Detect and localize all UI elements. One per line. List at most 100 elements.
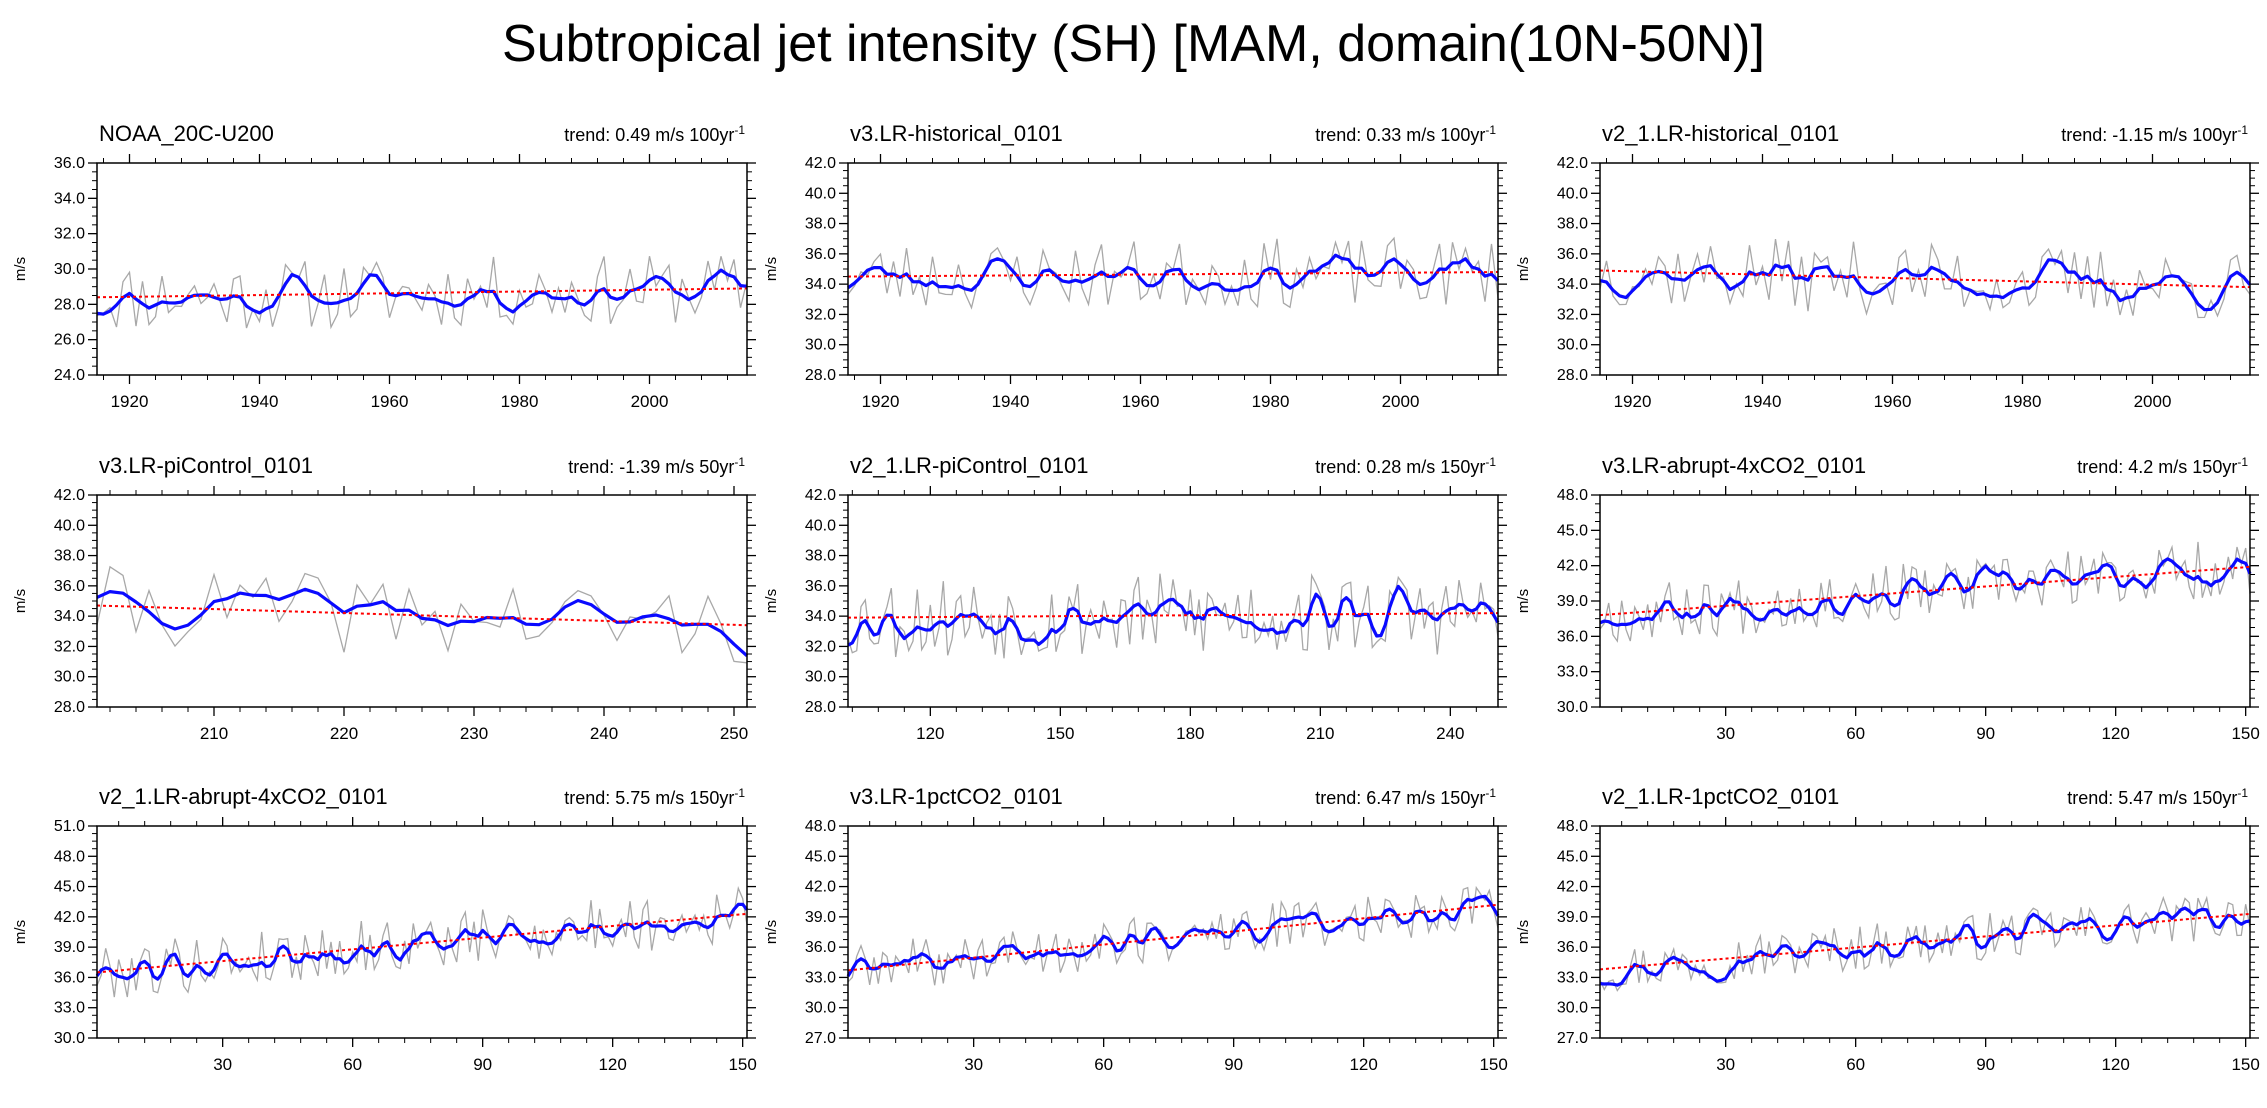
trend-text: trend: 6.47 m/s 150yr xyxy=(1315,788,1485,808)
smoothed-series-line xyxy=(847,253,1500,293)
raw-series-line xyxy=(847,885,1499,986)
plot-frame xyxy=(1599,494,2251,708)
y-tick-label: 42.0 xyxy=(805,155,836,172)
y-tick-label: 34.0 xyxy=(1557,276,1588,293)
y-tick-label: 27.0 xyxy=(805,1030,836,1047)
x-tick-label: 2000 xyxy=(2134,392,2172,411)
y-tick-label: 28.0 xyxy=(805,699,836,716)
trend-label: trend: 0.28 m/s 150yr-1 xyxy=(1315,455,1496,477)
y-tick-label: 42.0 xyxy=(54,487,85,504)
subplot-1: NOAA_20C-U200 trend: 0.49 m/s 100yr-1 m/s 2… xyxy=(12,121,756,411)
y-tick-label: 30.0 xyxy=(54,1030,85,1047)
raw-series-line xyxy=(96,256,748,330)
y-axis-label: m/s xyxy=(763,589,780,613)
y-tick-label: 32.0 xyxy=(54,638,85,655)
x-tick-label: 180 xyxy=(1176,724,1204,743)
y-tick-label: 36.0 xyxy=(1557,939,1588,956)
trend-exponent: -1 xyxy=(1485,455,1496,469)
x-tick-label: 90 xyxy=(1224,1055,1243,1074)
trend-exponent: -1 xyxy=(734,786,745,800)
y-tick-label: 30.0 xyxy=(1557,1000,1588,1017)
trend-label: trend: -1.39 m/s 50yr-1 xyxy=(568,455,745,477)
y-tick-label: 39.0 xyxy=(1557,593,1588,610)
subplot-6: v3.LR-abrupt-4xCO2_0101 trend: 4.2 m/s 15… xyxy=(1515,453,2260,743)
y-tick-label: 34.0 xyxy=(54,608,85,625)
x-tick-label: 1960 xyxy=(371,392,409,411)
trend-label: trend: -1.15 m/s 100yr-1 xyxy=(2061,123,2248,145)
x-tick-label: 120 xyxy=(916,724,944,743)
y-tick-label: 42.0 xyxy=(1557,155,1588,172)
trend-line xyxy=(847,903,1499,972)
subplot-9: v2_1.LR-1pctCO2_0101 trend: 5.47 m/s 150y… xyxy=(1515,784,2260,1074)
y-tick-label: 40.0 xyxy=(1557,185,1588,202)
y-tick-label: 26.0 xyxy=(54,332,85,349)
y-axis-label: m/s xyxy=(1515,589,1532,613)
y-tick-label: 30.0 xyxy=(1557,699,1588,716)
subplot-title: v3.LR-abrupt-4xCO2_0101 xyxy=(1602,453,1866,478)
x-tick-label: 250 xyxy=(720,724,748,743)
y-tick-label: 36.0 xyxy=(1557,246,1588,263)
trend-text: trend: 5.75 m/s 150yr xyxy=(564,788,734,808)
x-tick-label: 210 xyxy=(1306,724,1334,743)
raw-series-line xyxy=(1599,895,2251,992)
plot-frame xyxy=(847,825,1499,1039)
figure-title: Subtropical jet intensity (SH) [MAM, dom… xyxy=(502,15,1765,73)
subplot-title: v3.LR-1pctCO2_0101 xyxy=(850,784,1063,809)
y-tick-label: 30.0 xyxy=(54,261,85,278)
x-tick-label: 240 xyxy=(1436,724,1464,743)
y-tick-label: 38.0 xyxy=(805,548,836,565)
y-tick-label: 30.0 xyxy=(1557,337,1588,354)
trend-text: trend: 0.28 m/s 150yr xyxy=(1315,457,1485,477)
y-tick-label: 34.0 xyxy=(805,276,836,293)
raw-series-line xyxy=(847,572,1499,659)
y-tick-label: 45.0 xyxy=(1557,848,1588,865)
trend-exponent: -1 xyxy=(2237,455,2248,469)
subplot-title: v2_1.LR-historical_0101 xyxy=(1602,121,1839,146)
x-tick-label: 60 xyxy=(1846,1055,1865,1074)
subplot-3: v2_1.LR-historical_0101 trend: -1.15 m/s … xyxy=(1515,121,2259,411)
trend-label: trend: 5.47 m/s 150yr-1 xyxy=(2067,786,2248,808)
x-tick-label: 220 xyxy=(330,724,358,743)
y-tick-label: 36.0 xyxy=(805,246,836,263)
x-tick-label: 1980 xyxy=(501,392,539,411)
smoothed-series-line xyxy=(95,902,749,981)
plot-frame xyxy=(1599,162,2251,376)
y-tick-label: 32.0 xyxy=(805,638,836,655)
subplot-title: v2_1.LR-piControl_0101 xyxy=(850,453,1089,478)
y-tick-label: 34.0 xyxy=(54,190,85,207)
x-tick-label: 1920 xyxy=(862,392,900,411)
y-tick-label: 32.0 xyxy=(54,226,85,243)
y-tick-label: 36.0 xyxy=(54,969,85,986)
trend-text: trend: 0.49 m/s 100yr xyxy=(564,125,734,145)
trend-line xyxy=(96,912,748,974)
y-tick-label: 45.0 xyxy=(1557,522,1588,539)
trend-label: trend: 0.49 m/s 100yr-1 xyxy=(564,123,745,145)
trend-line xyxy=(96,287,748,299)
y-tick-label: 48.0 xyxy=(1557,487,1588,504)
y-tick-label: 39.0 xyxy=(805,909,836,926)
subplot-title: v3.LR-piControl_0101 xyxy=(99,453,313,478)
y-tick-label: 28.0 xyxy=(54,699,85,716)
y-tick-label: 45.0 xyxy=(805,848,836,865)
y-tick-label: 48.0 xyxy=(805,818,836,835)
y-tick-label: 33.0 xyxy=(805,969,836,986)
trend-exponent: -1 xyxy=(2237,786,2248,800)
y-tick-label: 30.0 xyxy=(54,669,85,686)
y-tick-label: 36.0 xyxy=(805,578,836,595)
y-axis-label: m/s xyxy=(1515,920,1532,944)
trend-text: trend: 4.2 m/s 150yr xyxy=(2077,457,2237,477)
y-tick-label: 48.0 xyxy=(1557,818,1588,835)
y-tick-label: 27.0 xyxy=(1557,1030,1588,1047)
plot-frame xyxy=(96,162,748,376)
y-tick-label: 30.0 xyxy=(805,337,836,354)
plot-frame xyxy=(96,825,748,1039)
y-tick-label: 28.0 xyxy=(1557,367,1588,384)
trend-line xyxy=(847,612,1499,619)
y-tick-label: 36.0 xyxy=(805,939,836,956)
x-tick-label: 90 xyxy=(473,1055,492,1074)
subplot-8: v3.LR-1pctCO2_0101 trend: 6.47 m/s 150yr-… xyxy=(763,784,1508,1074)
y-tick-label: 33.0 xyxy=(54,1000,85,1017)
y-tick-label: 30.0 xyxy=(805,1000,836,1017)
trend-label: trend: 6.47 m/s 150yr-1 xyxy=(1315,786,1496,808)
